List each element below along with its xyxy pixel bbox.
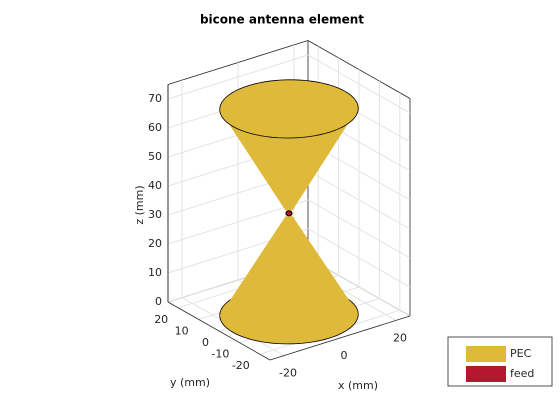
z-tick-label: 40 [148,179,162,192]
y-tick-label: 20 [154,313,168,326]
cone-body [219,216,359,316]
grid-line [307,228,411,288]
x-tick-label: 20 [393,331,407,344]
z-tick-label: 30 [148,208,162,221]
legend-label: feed [510,367,534,380]
z-tick-label: 50 [148,150,162,163]
grid-line [307,199,411,259]
z-tick-label: 70 [148,92,162,105]
z-tick-label: 0 [155,295,162,308]
legend-label: PEC [510,347,532,360]
y-tick-label: 0 [202,336,209,349]
legend-swatch [466,346,506,362]
x-tick-label: 0 [341,349,348,362]
z-axis-label: z (mm) [133,185,146,224]
z-tick-label: 20 [148,237,162,250]
grid-line [307,54,411,114]
x-axis-label: x (mm) [338,379,378,392]
y-axis-label: y (mm) [170,376,210,389]
grid-line [307,170,411,230]
z-tick-label: 60 [148,121,162,134]
y-tick-label: 10 [175,324,189,337]
y-tick-label: -20 [232,359,250,372]
y-axis [167,301,271,361]
legend-swatch [466,366,506,382]
x-tick-label: -20 [279,367,297,380]
z-tick-label: 10 [148,266,162,279]
cone-top [219,79,359,139]
feed [285,210,293,217]
grid-line [167,54,309,100]
chart-title: bicone antenna element [200,13,364,27]
x-axis [269,315,411,361]
y-tick-label: -10 [211,348,229,361]
